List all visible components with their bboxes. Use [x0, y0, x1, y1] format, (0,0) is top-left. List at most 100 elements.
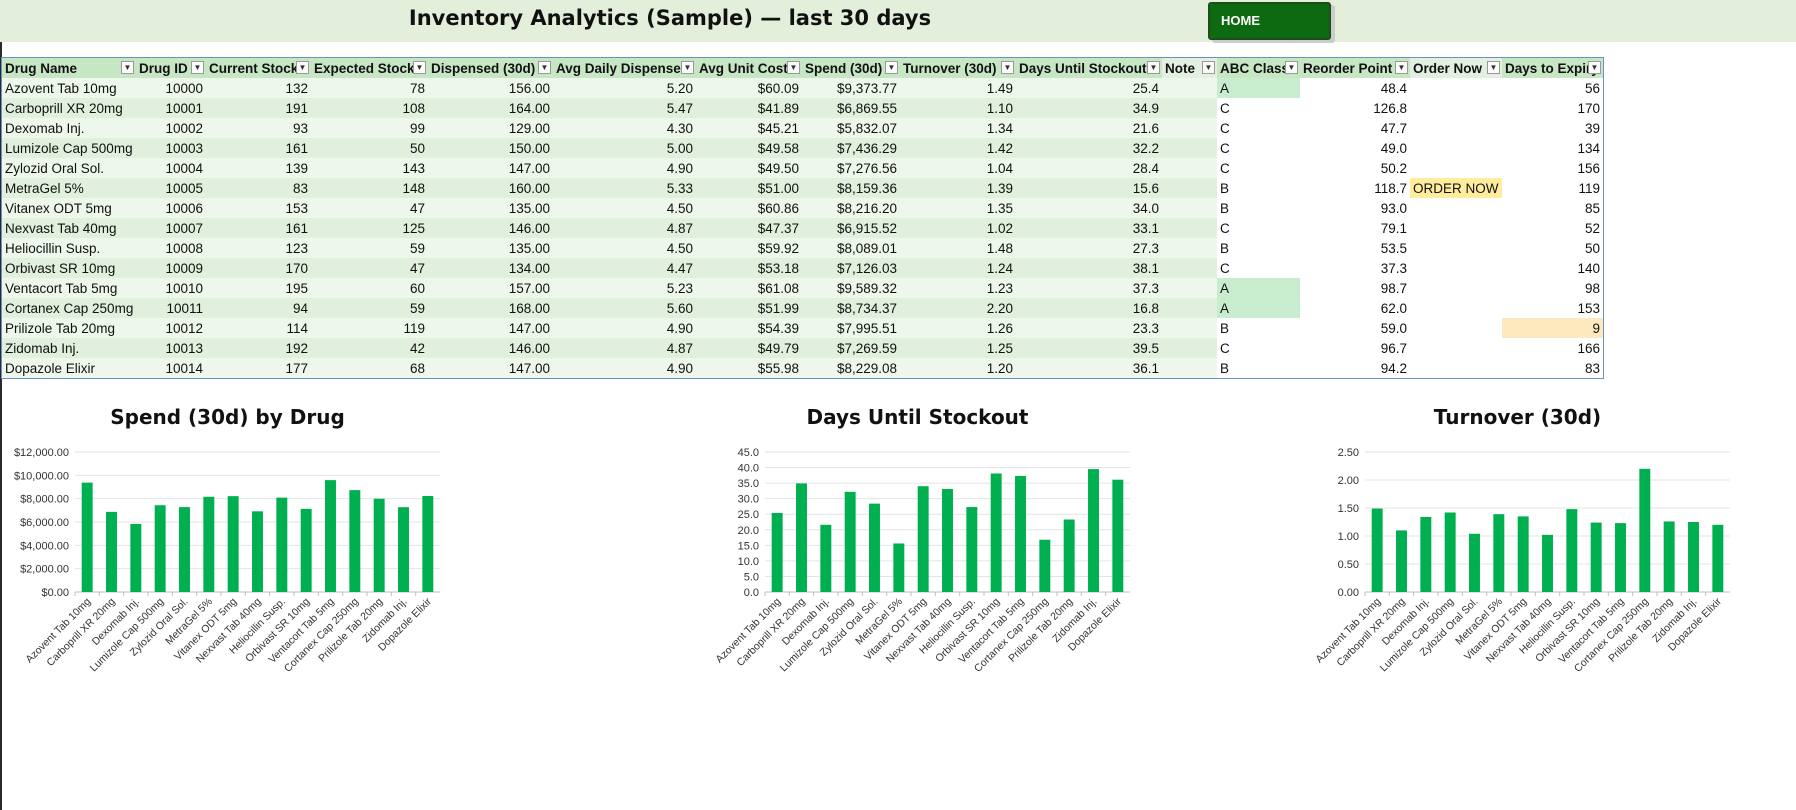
- table-cell[interactable]: 161: [206, 218, 311, 238]
- table-cell[interactable]: $9,589.32: [802, 278, 900, 298]
- table-cell[interactable]: 10006: [136, 198, 206, 218]
- table-cell[interactable]: 10012: [136, 318, 206, 338]
- table-cell[interactable]: [1410, 218, 1502, 238]
- table-cell[interactable]: 39.5: [1016, 338, 1162, 358]
- table-cell[interactable]: A: [1217, 78, 1300, 98]
- table-cell[interactable]: 4.50: [553, 198, 696, 218]
- filter-dropdown-icon[interactable]: ▼: [885, 61, 898, 74]
- table-cell[interactable]: 1.39: [900, 178, 1016, 198]
- table-cell[interactable]: $49.58: [696, 138, 802, 158]
- table-cell[interactable]: 119: [311, 318, 428, 338]
- table-cell[interactable]: 4.30: [553, 118, 696, 138]
- filter-dropdown-icon[interactable]: ▼: [787, 61, 800, 74]
- table-cell[interactable]: 98.7: [1300, 278, 1410, 298]
- table-cell[interactable]: Heliocillin Susp.: [2, 238, 136, 258]
- table-cell[interactable]: $6,869.55: [802, 98, 900, 118]
- table-cell[interactable]: 10008: [136, 238, 206, 258]
- table-cell[interactable]: 132: [206, 78, 311, 98]
- table-cell[interactable]: $8,734.37: [802, 298, 900, 318]
- table-cell[interactable]: $59.92: [696, 238, 802, 258]
- table-cell[interactable]: 34.9: [1016, 98, 1162, 118]
- table-cell[interactable]: 1.34: [900, 118, 1016, 138]
- table-cell[interactable]: [1162, 138, 1217, 158]
- table-cell[interactable]: 1.04: [900, 158, 1016, 178]
- table-cell[interactable]: [1162, 118, 1217, 138]
- table-cell[interactable]: 10009: [136, 258, 206, 278]
- table-cell[interactable]: 50: [311, 138, 428, 158]
- filter-dropdown-icon[interactable]: ▼: [191, 61, 204, 74]
- table-cell[interactable]: 10003: [136, 138, 206, 158]
- table-cell[interactable]: 33.1: [1016, 218, 1162, 238]
- table-cell[interactable]: B: [1217, 358, 1300, 378]
- table-cell[interactable]: 59: [311, 298, 428, 318]
- table-cell[interactable]: Ventacort Tab 5mg: [2, 278, 136, 298]
- table-cell[interactable]: 4.90: [553, 358, 696, 378]
- table-cell[interactable]: MetraGel 5%: [2, 178, 136, 198]
- table-cell[interactable]: 47.7: [1300, 118, 1410, 138]
- table-cell[interactable]: [1162, 298, 1217, 318]
- table-cell[interactable]: [1162, 358, 1217, 378]
- table-cell[interactable]: Azovent Tab 10mg: [2, 78, 136, 98]
- table-cell[interactable]: 4.47: [553, 258, 696, 278]
- table-cell[interactable]: [1162, 218, 1217, 238]
- table-cell[interactable]: 96.7: [1300, 338, 1410, 358]
- table-cell[interactable]: [1410, 358, 1502, 378]
- table-cell[interactable]: [1162, 178, 1217, 198]
- table-cell[interactable]: Dexomab Inj.: [2, 118, 136, 138]
- table-cell[interactable]: $51.00: [696, 178, 802, 198]
- table-cell[interactable]: 32.2: [1016, 138, 1162, 158]
- table-cell[interactable]: Prilizole Tab 20mg: [2, 318, 136, 338]
- table-cell[interactable]: 93: [206, 118, 311, 138]
- table-cell[interactable]: 134: [1502, 138, 1603, 158]
- table-cell[interactable]: 48.4: [1300, 78, 1410, 98]
- table-cell[interactable]: 1.26: [900, 318, 1016, 338]
- table-cell[interactable]: 83: [206, 178, 311, 198]
- table-cell[interactable]: 1.42: [900, 138, 1016, 158]
- table-cell[interactable]: 42: [311, 338, 428, 358]
- table-cell[interactable]: [1410, 238, 1502, 258]
- table-cell[interactable]: [1162, 318, 1217, 338]
- table-cell[interactable]: 49.0: [1300, 138, 1410, 158]
- table-cell[interactable]: 160.00: [428, 178, 553, 198]
- table-cell[interactable]: 23.3: [1016, 318, 1162, 338]
- table-cell[interactable]: 37.3: [1300, 258, 1410, 278]
- table-cell[interactable]: 125: [311, 218, 428, 238]
- table-cell[interactable]: 1.23: [900, 278, 1016, 298]
- table-cell[interactable]: [1410, 78, 1502, 98]
- table-cell[interactable]: 10004: [136, 158, 206, 178]
- table-cell[interactable]: B: [1217, 318, 1300, 338]
- table-cell[interactable]: $47.37: [696, 218, 802, 238]
- table-cell[interactable]: $6,915.52: [802, 218, 900, 238]
- table-cell[interactable]: $7,436.29: [802, 138, 900, 158]
- table-cell[interactable]: 153: [1502, 298, 1603, 318]
- table-cell[interactable]: B: [1217, 238, 1300, 258]
- filter-dropdown-icon[interactable]: ▼: [1001, 61, 1014, 74]
- filter-dropdown-icon[interactable]: ▼: [1202, 61, 1215, 74]
- table-cell[interactable]: $9,373.77: [802, 78, 900, 98]
- table-cell[interactable]: 10001: [136, 98, 206, 118]
- table-cell[interactable]: [1410, 338, 1502, 358]
- table-cell[interactable]: 126.8: [1300, 98, 1410, 118]
- table-cell[interactable]: 1.35: [900, 198, 1016, 218]
- table-cell[interactable]: $51.99: [696, 298, 802, 318]
- table-cell[interactable]: 135.00: [428, 238, 553, 258]
- table-cell[interactable]: 5.23: [553, 278, 696, 298]
- table-cell[interactable]: 5.60: [553, 298, 696, 318]
- table-cell[interactable]: 1.24: [900, 258, 1016, 278]
- table-cell[interactable]: 50: [1502, 238, 1603, 258]
- table-cell[interactable]: 146.00: [428, 338, 553, 358]
- table-cell[interactable]: A: [1217, 278, 1300, 298]
- table-cell[interactable]: 59.0: [1300, 318, 1410, 338]
- table-cell[interactable]: 27.3: [1016, 238, 1162, 258]
- table-cell[interactable]: 146.00: [428, 218, 553, 238]
- table-cell[interactable]: ORDER NOW: [1410, 178, 1502, 198]
- table-cell[interactable]: $7,126.03: [802, 258, 900, 278]
- table-cell[interactable]: Lumizole Cap 500mg: [2, 138, 136, 158]
- table-cell[interactable]: 10005: [136, 178, 206, 198]
- table-cell[interactable]: 62.0: [1300, 298, 1410, 318]
- table-cell[interactable]: [1162, 258, 1217, 278]
- table-cell[interactable]: 148: [311, 178, 428, 198]
- table-cell[interactable]: 108: [311, 98, 428, 118]
- table-cell[interactable]: 177: [206, 358, 311, 378]
- table-cell[interactable]: 1.48: [900, 238, 1016, 258]
